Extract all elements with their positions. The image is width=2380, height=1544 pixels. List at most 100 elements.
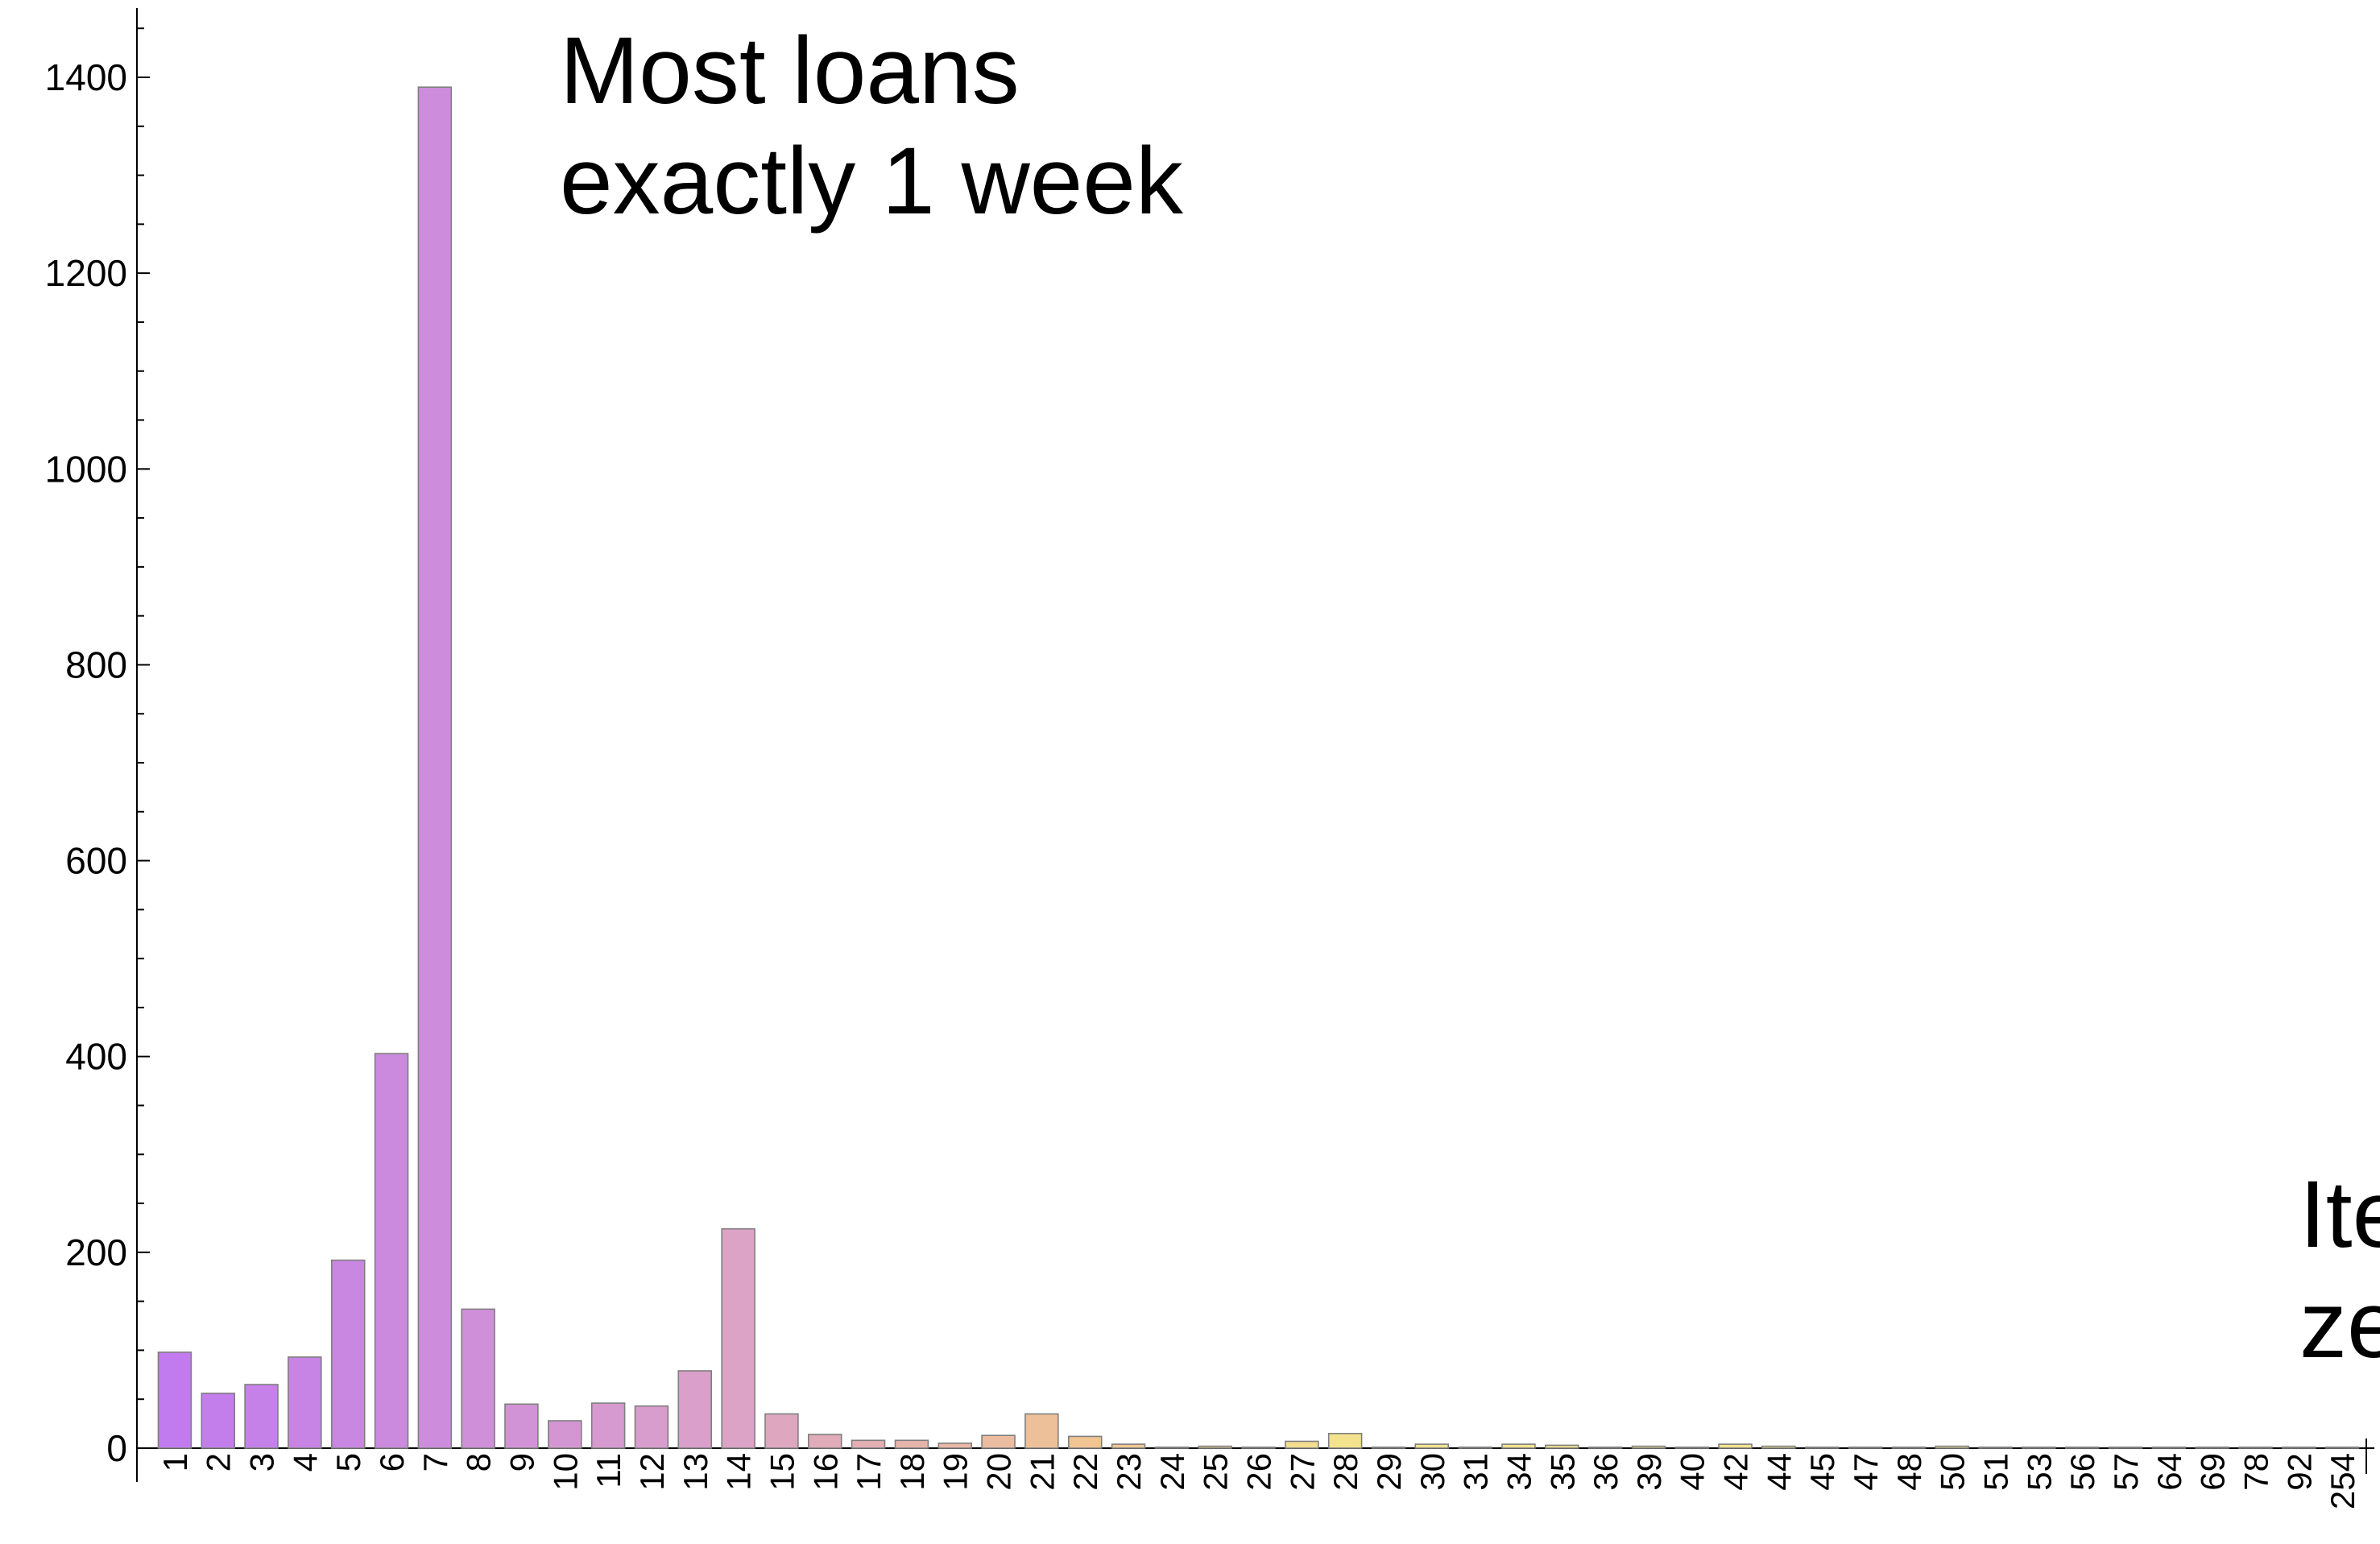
annotation-line: Most loans — [560, 18, 1020, 124]
x-tick-label: 44 — [1760, 1453, 1798, 1491]
x-tick-label: 40 — [1674, 1453, 1712, 1491]
bar — [548, 1420, 582, 1449]
x-tick-label: 29 — [1370, 1453, 1408, 1491]
bar — [1848, 1447, 1883, 1449]
bar — [1761, 1445, 1796, 1449]
bar — [2064, 1447, 2100, 1449]
x-tick-label: 57 — [2107, 1453, 2145, 1491]
bar — [1241, 1447, 1276, 1449]
y-tick-label: 400 — [65, 1036, 127, 1078]
bar — [807, 1434, 842, 1449]
annotation-cropped: Ite ze — [2299, 1160, 2380, 1380]
bar — [2022, 1447, 2056, 1449]
x-tick-label: 47 — [1847, 1453, 1885, 1491]
bar — [1414, 1443, 1450, 1449]
bar — [1545, 1444, 1579, 1449]
x-tick-label: 53 — [2020, 1453, 2058, 1491]
y-tick-label: 0 — [106, 1427, 127, 1469]
bar — [851, 1439, 886, 1449]
x-tick-label: 18 — [893, 1453, 931, 1491]
bar — [1631, 1445, 1666, 1449]
bar — [288, 1356, 322, 1449]
annotation-line: Ite — [2299, 1161, 2380, 1268]
bars — [157, 86, 2360, 1449]
bar — [157, 1352, 192, 1449]
bar — [1718, 1443, 1753, 1449]
x-tick-label: 25 — [1197, 1453, 1235, 1491]
bar — [1285, 1440, 1319, 1449]
x-tick-label: 51 — [1977, 1453, 2015, 1491]
x-tick-label: 15 — [763, 1453, 801, 1491]
x-tick-label: 20 — [980, 1453, 1018, 1491]
x-tick-label: 64 — [2150, 1453, 2188, 1491]
x-tick-label: 10 — [546, 1453, 584, 1491]
bar — [2151, 1447, 2187, 1449]
x-tick-label: 26 — [1240, 1453, 1278, 1491]
bar — [1111, 1443, 1146, 1449]
x-tick-label: 31 — [1457, 1453, 1495, 1491]
bar — [1501, 1443, 1536, 1449]
bar — [1891, 1447, 1927, 1449]
bar — [764, 1413, 799, 1449]
bar — [374, 1053, 409, 1449]
bar — [1458, 1447, 1492, 1449]
x-tick-label: 2 — [200, 1453, 238, 1472]
bar — [1327, 1433, 1363, 1449]
bar — [1198, 1445, 1232, 1449]
bar — [1587, 1447, 1623, 1449]
x-tick-label: 50 — [1934, 1453, 1972, 1491]
bar — [894, 1439, 929, 1449]
bar — [1674, 1447, 1710, 1449]
y-tick-label: 800 — [65, 644, 127, 685]
bar — [2282, 1447, 2316, 1449]
x-tick-label: 28 — [1327, 1453, 1364, 1491]
bar — [244, 1384, 279, 1449]
annotation-line: ze — [2299, 1271, 2380, 1378]
bar — [2324, 1447, 2360, 1449]
bar — [1024, 1413, 1059, 1449]
x-tick-label: 1 — [156, 1453, 194, 1472]
bar — [201, 1393, 236, 1449]
bar — [1371, 1447, 1406, 1449]
annotation-line: exactly 1 week — [560, 127, 1183, 234]
bar — [504, 1403, 539, 1449]
x-tick-label: 9 — [503, 1453, 541, 1472]
x-tick-label: 78 — [2237, 1453, 2274, 1491]
x-tick-label: 48 — [1890, 1453, 1928, 1491]
x-tick-label: 69 — [2194, 1453, 2232, 1491]
bar — [2238, 1447, 2273, 1449]
x-tick-label: 22 — [1066, 1453, 1104, 1491]
bar — [938, 1443, 973, 1449]
x-tick-label: 4 — [286, 1453, 324, 1472]
x-tick-label: 6 — [373, 1453, 411, 1472]
x-tick-label: 27 — [1283, 1453, 1321, 1491]
x-tick-label: 42 — [1717, 1453, 1755, 1491]
y-tick-label: 1200 — [45, 252, 127, 294]
x-tick-label: 11 — [590, 1453, 627, 1488]
x-tick-label: 45 — [1803, 1453, 1841, 1491]
x-tick-label: 14 — [720, 1453, 758, 1491]
x-tick-label: 17 — [850, 1453, 888, 1491]
x-tick-label: 23 — [1110, 1453, 1148, 1491]
x-tick-label: 34 — [1500, 1453, 1538, 1491]
x-tick-label: 16 — [806, 1453, 844, 1491]
x-tick-label: 35 — [1543, 1453, 1581, 1491]
bar — [461, 1308, 495, 1449]
y-tick-label: 200 — [65, 1231, 127, 1273]
bar — [721, 1227, 755, 1449]
bar — [2195, 1447, 2229, 1449]
x-tick-label: 8 — [460, 1453, 498, 1472]
x-tick-label: 13 — [677, 1453, 714, 1491]
bar — [417, 86, 453, 1449]
bar — [1935, 1445, 1969, 1449]
bar — [634, 1405, 669, 1449]
bar — [981, 1434, 1016, 1449]
bar — [1978, 1447, 2013, 1449]
bar — [330, 1259, 366, 1449]
x-tick-label: 12 — [633, 1453, 671, 1491]
y-tick-label: 1000 — [45, 448, 127, 490]
y-axis: 0 200 400 600 800 1000 1200 1400 — [45, 8, 150, 1482]
annotation-most-loans: Most loans exactly 1 week — [560, 16, 1183, 237]
x-tick-label: 254 — [2324, 1453, 2361, 1509]
